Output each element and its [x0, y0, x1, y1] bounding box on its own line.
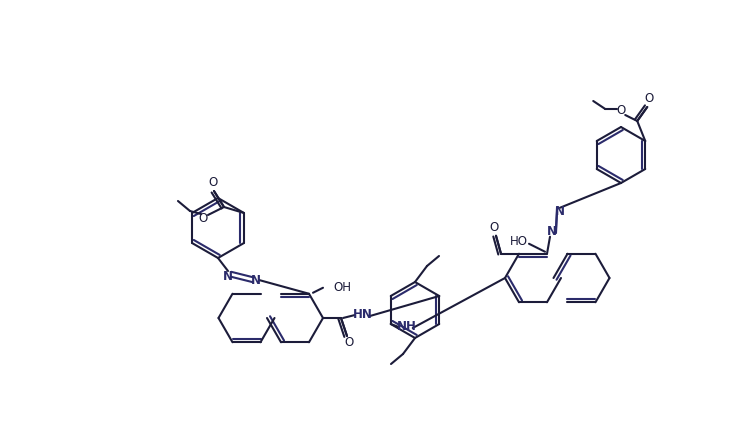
Text: O: O	[617, 104, 626, 116]
Text: O: O	[198, 211, 207, 225]
Text: O: O	[345, 337, 354, 349]
Text: O: O	[489, 221, 498, 234]
Text: HN: HN	[353, 308, 373, 322]
Text: N: N	[223, 270, 233, 282]
Text: O: O	[208, 176, 218, 190]
Text: N: N	[251, 274, 261, 288]
Text: NH: NH	[397, 320, 417, 334]
Text: OH: OH	[333, 281, 351, 294]
Text: O: O	[645, 92, 654, 106]
Text: HO: HO	[510, 235, 528, 248]
Text: N: N	[547, 225, 557, 238]
Text: N: N	[555, 205, 565, 218]
